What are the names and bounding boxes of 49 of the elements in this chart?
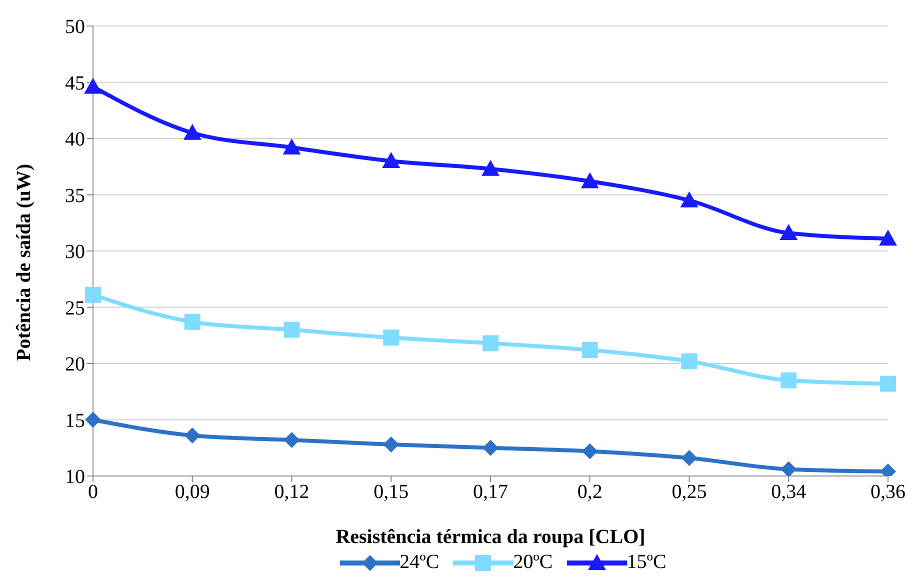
y-tick-label: 45 [65, 72, 85, 94]
point [184, 314, 200, 330]
legend-label: 15ºC [626, 551, 666, 574]
x-tick-label: 0,09 [174, 481, 210, 504]
point [482, 440, 498, 456]
point [284, 432, 300, 448]
point [780, 224, 798, 240]
x-tick-label: 0,12 [274, 481, 310, 504]
point [879, 230, 897, 246]
x-tick-label: 0,2 [577, 481, 602, 504]
x-tick-label: 0,36 [870, 481, 906, 504]
point [183, 124, 202, 140]
point [85, 412, 101, 428]
point [85, 286, 101, 303]
point [382, 152, 400, 168]
point [582, 342, 598, 358]
x-tick-label: 0 [88, 481, 98, 504]
point [184, 428, 200, 444]
point [383, 436, 400, 452]
y-axis-title: Potência de saída (uW) [13, 164, 36, 361]
point [482, 335, 498, 352]
x-tick-label: 0,25 [672, 481, 707, 504]
x-tick-label: 0,17 [473, 481, 508, 504]
y-tick-label: 10 [65, 466, 85, 488]
point [84, 78, 102, 94]
x-axis-title: Resistência térmica da roupa [CLO] [336, 526, 646, 548]
point [482, 160, 500, 176]
y-tick-label: 25 [65, 297, 85, 320]
y-tick-label: 15 [65, 410, 85, 432]
point [780, 461, 797, 476]
point [681, 450, 698, 466]
point [284, 322, 300, 338]
legend-label: 24ºC [400, 551, 440, 574]
x-tick-label: 0,15 [374, 481, 409, 504]
point [580, 172, 599, 188]
point [582, 443, 598, 460]
point [282, 138, 301, 154]
point [680, 191, 698, 208]
y-tick-label: 40 [65, 128, 85, 151]
legend-label: 20ºC [513, 551, 553, 574]
y-tick-label: 50 [65, 16, 85, 38]
point [383, 330, 400, 346]
y-tick-label: 35 [65, 184, 85, 207]
point [780, 372, 797, 388]
y-tick-label: 30 [65, 241, 85, 264]
point [681, 353, 698, 370]
x-tick-label: 0,34 [771, 481, 806, 504]
y-tick-label: 20 [65, 354, 85, 376]
point [880, 376, 896, 392]
